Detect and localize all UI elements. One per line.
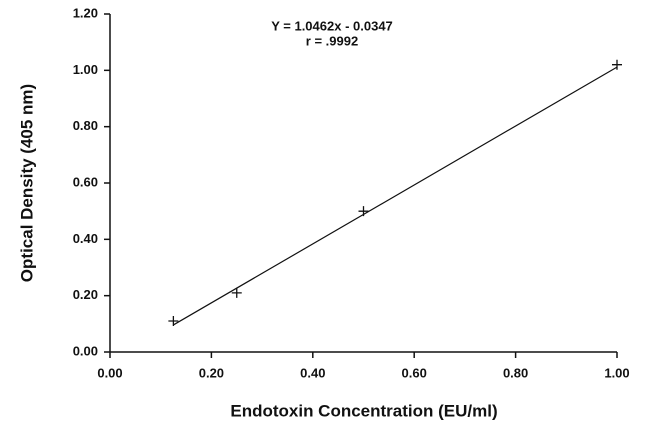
annotation: Y = 1.0462x - 0.0347 xyxy=(271,18,393,33)
y-tick-label: 0.40 xyxy=(73,231,98,246)
point xyxy=(231,287,242,298)
x-tick-label: 0.60 xyxy=(402,365,427,380)
fit-line xyxy=(173,66,618,326)
annotation: r = .9992 xyxy=(306,33,358,48)
point xyxy=(358,206,369,217)
y-tick-label: 1.00 xyxy=(73,62,98,77)
point xyxy=(612,59,622,70)
y-tick-label: 0.20 xyxy=(73,287,98,302)
x-tick-label: 0.20 xyxy=(199,365,224,380)
x-tick-label: 0.40 xyxy=(300,365,325,380)
y-tick-label: 0.60 xyxy=(73,174,98,189)
x-axis-title: Endotoxin Concentration (EU/ml) xyxy=(230,401,497,420)
y-axis-title: Optical Density (405 nm) xyxy=(17,84,36,282)
y-tick-label: 0.80 xyxy=(73,118,98,133)
x-tick-label: 1.00 xyxy=(604,365,629,380)
point xyxy=(168,316,179,327)
x-tick-label: 0.80 xyxy=(503,365,528,380)
x-tick-label: 0.00 xyxy=(97,365,122,380)
y-tick-label: 0.00 xyxy=(73,343,98,358)
y-tick-label: 1.20 xyxy=(73,5,98,20)
